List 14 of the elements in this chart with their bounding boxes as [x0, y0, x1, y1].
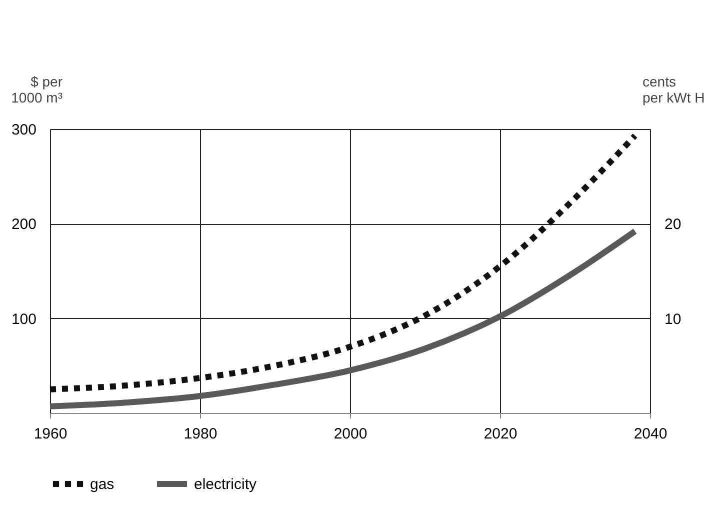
x-tick-label: 1960 — [34, 426, 68, 442]
y-tick-label: 100 — [11, 310, 36, 328]
y-tick-label: 300 — [11, 122, 36, 138]
legend-label: electricity — [194, 476, 258, 493]
x-tick-label: 1980 — [184, 426, 218, 442]
y2-tick-label: 20 — [664, 216, 682, 234]
y2-tick-label: 10 — [664, 310, 682, 328]
x-tick-label: 2040 — [634, 426, 668, 442]
x-tick-label: 2000 — [334, 426, 368, 442]
y2-axis-title: cents per kWt H — [642, 74, 705, 106]
legend-label: gas — [90, 476, 114, 493]
y-tick-label: 200 — [11, 216, 36, 234]
y-axis-title: $ per 1000 m³ — [11, 74, 63, 106]
x-tick-label: 2020 — [484, 426, 518, 442]
